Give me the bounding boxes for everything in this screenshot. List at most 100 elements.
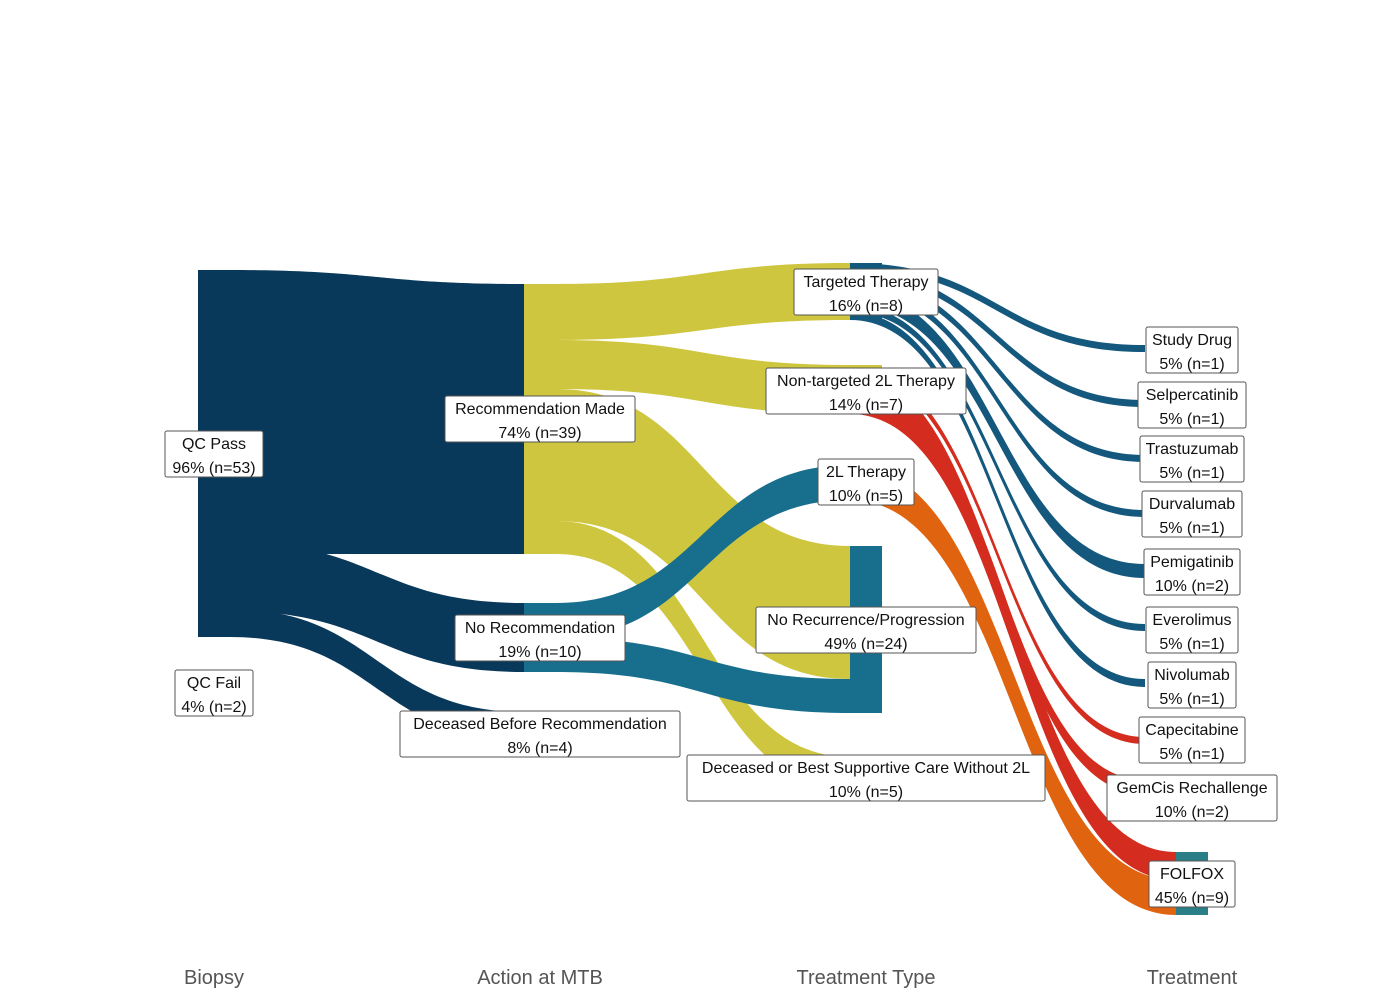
node-label-deceased-bsc: Deceased or Best Supportive Care Without… [686, 754, 1046, 802]
node-label-box [1145, 606, 1239, 654]
node-label-box [454, 614, 626, 662]
node-value: 5% (n=1) [1159, 465, 1224, 482]
node-name: QC Fail [187, 675, 241, 692]
node-label-box [174, 669, 254, 717]
node-label-nivolumab: Nivolumab 5% (n=1) [1147, 661, 1237, 709]
flow-rec-deceasedbsc [556, 521, 850, 790]
node-label-box [1145, 326, 1239, 374]
node-name: Nivolumab [1154, 667, 1230, 684]
flow-rec-targeted [556, 263, 850, 340]
flow-qcpass-norecommendation [230, 542, 524, 672]
flow-targeted-studydrug [850, 263, 1145, 352]
node-name: Deceased Before Recommendation [413, 716, 666, 733]
node-value: 5% (n=1) [1159, 520, 1224, 537]
node-label-durvalumab: Durvalumab 5% (n=1) [1141, 490, 1243, 538]
node-value: 14% (n=7) [829, 397, 903, 414]
node-name: Study Drug [1152, 332, 1232, 349]
node-value: 10% (n=2) [1155, 804, 1229, 821]
node-label-pemigatinib: Pemigatinib 10% (n=2) [1143, 548, 1241, 596]
node-value: 10% (n=5) [829, 784, 903, 801]
node-value: 96% (n=53) [172, 460, 255, 477]
node-value: 5% (n=1) [1159, 411, 1224, 428]
node-label-gemcis: GemCis Rechallenge 10% (n=2) [1106, 774, 1278, 822]
node-name: Recommendation Made [455, 401, 625, 418]
node-label-box [765, 367, 967, 415]
flow-targeted-nivolumab [850, 312, 1145, 687]
node-name: Pemigatinib [1150, 554, 1234, 571]
flow-targeted-selpercatinib [850, 270, 1145, 407]
node-name: No Recommendation [465, 620, 615, 637]
node-label-deceased-before: Deceased Before Recommendation 8% (n=4) [399, 710, 681, 758]
flow-targeted-durvalumab [850, 284, 1145, 517]
node-label-box [399, 710, 681, 758]
node-name: Durvalumab [1149, 496, 1235, 513]
node-label-no-rec: No Recommendation 19% (n=10) [454, 614, 626, 662]
node-name: 2L Therapy [826, 464, 906, 481]
node-name: Selpercatinib [1146, 387, 1239, 404]
flow-nontargeted-folfox [850, 386, 1176, 880]
node-value: 49% (n=24) [824, 636, 907, 653]
node-label-trastuzumab: Trastuzumab 5% (n=1) [1139, 435, 1245, 483]
flow-2l-folfox [850, 465, 1176, 915]
node-label-box [1137, 381, 1247, 429]
axis-label-treatment: Treatment [1147, 967, 1238, 989]
node-label-folfox: FOLFOX 45% (n=9) [1148, 860, 1236, 908]
node-name: No Recurrence/Progression [767, 612, 964, 629]
node-label-box [686, 754, 1046, 802]
node-labels-layer: QC Pass 96% (n=53) QC Fail 4% (n=2) Recommen… [164, 268, 1278, 908]
flows-layer [230, 263, 1176, 915]
node-value: 5% (n=1) [1159, 691, 1224, 708]
node-label-box [1141, 490, 1243, 538]
axis-label-action-at-mtb: Action at MTB [477, 967, 603, 989]
node-name: Non-targeted 2L Therapy [777, 373, 955, 390]
flow-nontargeted-capecitabine [850, 365, 1145, 744]
node-label-rec-made: Recommendation Made 74% (n=39) [444, 395, 636, 443]
node-label-box [444, 395, 636, 443]
node-label-box [817, 458, 915, 506]
node-value: 16% (n=8) [829, 298, 903, 315]
node-label-box [164, 430, 264, 478]
node-label-everolimus: Everolimus 5% (n=1) [1145, 606, 1239, 654]
flow-targeted-trastuzumab [850, 277, 1145, 462]
axis-label-biopsy: Biopsy [184, 967, 244, 989]
node-label-no-recurrence: No Recurrence/Progression 49% (n=24) [755, 606, 977, 654]
node-label-box [1138, 716, 1246, 764]
node-label-qc-fail: QC Fail 4% (n=2) [174, 669, 254, 717]
node-value: 5% (n=1) [1159, 746, 1224, 763]
node-value: 5% (n=1) [1159, 636, 1224, 653]
node-name: GemCis Rechallenge [1116, 780, 1267, 797]
axis-label-treatment-type: Treatment Type [797, 967, 936, 989]
node-label-nontargeted: Non-targeted 2L Therapy 14% (n=7) [765, 367, 967, 415]
node-label-box [1106, 774, 1278, 822]
node-label-l2: 2L Therapy 10% (n=5) [817, 458, 915, 506]
node-name: Trastuzumab [1146, 441, 1239, 458]
node-label-box [1147, 661, 1237, 709]
node-name: FOLFOX [1160, 866, 1224, 883]
flow-qcpass-deceased [230, 609, 524, 740]
node-label-box [793, 268, 939, 316]
node-value: 74% (n=39) [498, 425, 581, 442]
node-name: QC Pass [182, 436, 246, 453]
node-label-box [1143, 548, 1241, 596]
flow-qcpass-recommendation [230, 270, 524, 554]
flow-norec-norecurrence [556, 638, 850, 713]
node-label-box [1139, 435, 1245, 483]
node-value: 10% (n=5) [829, 488, 903, 505]
node-name: Deceased or Best Supportive Care Without… [702, 760, 1030, 777]
flow-targeted-everolimus [850, 305, 1145, 631]
node-label-selpercatinib: Selpercatinib 5% (n=1) [1137, 381, 1247, 429]
node-label-box [755, 606, 977, 654]
flow-norec-2l [556, 465, 850, 638]
node-label-box [1148, 860, 1236, 908]
node-label-qc-pass: QC Pass 96% (n=53) [164, 430, 264, 478]
node-label-capecitabine: Capecitabine 5% (n=1) [1138, 716, 1246, 764]
node-value: 10% (n=2) [1155, 578, 1229, 595]
node-value: 4% (n=2) [181, 699, 246, 716]
node-value: 45% (n=9) [1155, 890, 1229, 907]
node-name: Capecitabine [1145, 722, 1239, 739]
node-label-study-drug: Study Drug 5% (n=1) [1145, 326, 1239, 374]
node-value: 5% (n=1) [1159, 356, 1224, 373]
node-value: 19% (n=10) [498, 644, 581, 661]
flow-targeted-pemigatinib [850, 291, 1145, 578]
